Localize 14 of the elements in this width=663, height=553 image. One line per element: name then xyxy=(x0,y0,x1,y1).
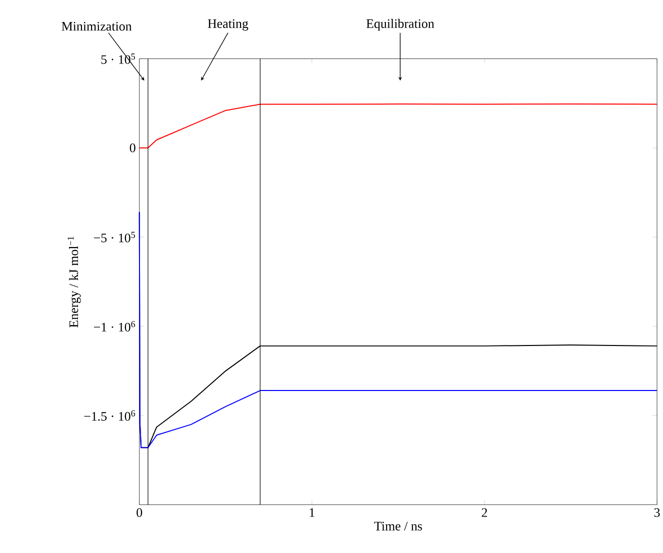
y-tick-label: −1.5 · 10$^{6}$ xyxy=(84,410,136,421)
text: Minimization xyxy=(62,22,132,30)
x-tick-label: 1 xyxy=(310,508,314,517)
x-tick-label: 2 xyxy=(482,508,487,517)
x-axis-title: Time / ns xyxy=(374,522,422,530)
line-series xyxy=(138,103,658,148)
x-tick-label: 0 xyxy=(136,508,142,517)
text: Equilibration xyxy=(366,18,434,30)
y-axis-title: Energy / kJ mol$^{−1}$ xyxy=(68,236,81,328)
x-tick-label: 3 xyxy=(654,508,660,517)
y-tick-label: −5 · 10$^{5}$ xyxy=(94,232,135,242)
y-tick-label: 0 xyxy=(130,143,136,152)
text: Heating xyxy=(208,19,248,30)
y-tick-label: −1 · 10$^{6}$ xyxy=(94,320,136,332)
